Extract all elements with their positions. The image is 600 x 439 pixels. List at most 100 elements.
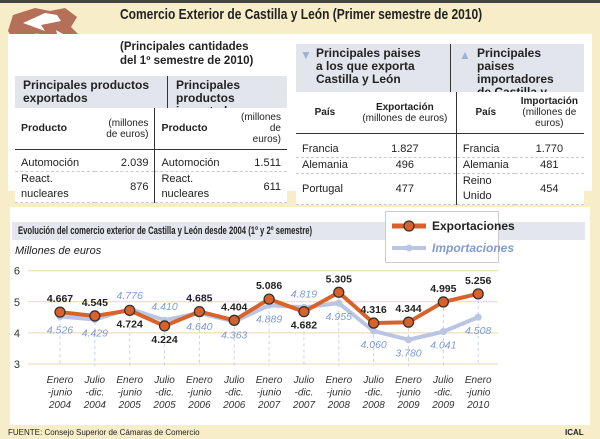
- imports-data-label: 4.640: [186, 321, 212, 333]
- imports-data-label: 4.776: [117, 290, 143, 302]
- imports-data-label: 4.429: [82, 328, 108, 340]
- x-tick-label: Julio: [293, 375, 315, 386]
- exports-point: [437, 296, 450, 308]
- x-tick-label: Enero: [116, 375, 143, 386]
- exports-data-label: 4.995: [430, 283, 456, 295]
- top-rule: [0, 0, 600, 3]
- table-cell: Automoción: [15, 149, 95, 172]
- table-cell: Alemania: [455, 157, 515, 174]
- imports-data-label: 4.060: [361, 339, 387, 351]
- imports-point: [474, 313, 482, 321]
- page-title: Comercio Exterior de Castilla y León (Pr…: [120, 6, 483, 23]
- y-tick-label: 3: [14, 359, 20, 371]
- table-cell: 477: [353, 173, 457, 205]
- imports-point: [439, 328, 447, 336]
- table-cell: 496: [353, 157, 457, 174]
- x-tick-label: -dic.: [434, 388, 453, 399]
- table-cell: Francia: [296, 133, 354, 158]
- x-tick-label: Enero: [186, 375, 213, 386]
- x-tick-label: -junio: [466, 388, 491, 399]
- x-tick-label: 2007: [292, 400, 316, 411]
- x-tick-label: Julio: [362, 375, 384, 386]
- table-cell: Francia: [455, 133, 515, 158]
- table-cell: 876: [94, 171, 155, 203]
- exports-data-label: 4.316: [361, 304, 387, 316]
- x-tick-label: 2006: [222, 400, 246, 411]
- table-cell: Automoción: [154, 149, 235, 172]
- x-tick-label: Julio: [223, 375, 245, 386]
- x-tick-label: Enero: [395, 375, 422, 386]
- products-data: Producto (millones de euros) Producto (mill…: [15, 108, 287, 203]
- y-tick-label: 5: [14, 297, 20, 309]
- table-cell: Reino Unido: [455, 173, 515, 205]
- x-tick-label: 2008: [362, 400, 386, 411]
- x-tick-label: -dic.: [294, 388, 313, 399]
- imports-data-label: 4.508: [465, 325, 491, 337]
- legend-exports-marker: [403, 220, 415, 232]
- exports-point: [124, 304, 136, 317]
- chart-title: Evolución del comercio exterior de Casti…: [18, 225, 313, 237]
- x-tick-label: -junio: [187, 388, 212, 399]
- x-tick-label: 2009: [396, 400, 420, 411]
- countries-data: País Exportación (millones de euros) País I…: [296, 92, 584, 205]
- column-header: (millones de euros): [94, 108, 155, 150]
- column-header: País: [296, 92, 354, 134]
- subtitle-line: del 1º semestre de 2010): [120, 55, 254, 67]
- table-cell: 481: [514, 157, 584, 174]
- column-header: Producto: [15, 108, 95, 150]
- imports-point: [335, 299, 343, 307]
- exports-point: [89, 310, 101, 322]
- imports-point: [405, 336, 412, 344]
- x-tick-label: 2004: [48, 400, 72, 411]
- exports-point: [367, 317, 380, 329]
- source-note: FUENTE: Consejo Superior de Cámaras de C…: [8, 428, 200, 437]
- imports-data-label: 4.526: [47, 325, 73, 337]
- legend: Exportaciones Importaciones: [385, 211, 515, 263]
- exports-point: [298, 306, 310, 318]
- credit: ICAL: [565, 428, 584, 437]
- x-tick-label: 2005: [152, 400, 176, 411]
- table-cell: React. nucleares: [15, 171, 95, 203]
- x-tick-label: 2009: [431, 400, 455, 411]
- exports-point: [402, 316, 415, 328]
- x-tick-label: 2007: [257, 400, 281, 411]
- x-tick-label: 2008: [327, 400, 351, 411]
- table-cell: Alemania: [296, 157, 354, 174]
- legend-exports-label: Exportaciones: [432, 219, 515, 233]
- x-tick-label: -junio: [327, 388, 352, 399]
- x-tick-label: -junio: [396, 388, 421, 399]
- x-tick-label: Enero: [47, 375, 74, 386]
- x-tick-label: Enero: [465, 375, 492, 386]
- column-header: (millones de euros): [234, 108, 287, 150]
- table-cell: 1.827: [353, 133, 457, 158]
- exports-data-label: 4.404: [221, 301, 247, 313]
- column-header: Exportación (millones de euros): [353, 92, 457, 134]
- table-cell: 611: [234, 171, 287, 203]
- exports-point: [263, 293, 275, 305]
- exports-data-label: 4.724: [117, 318, 143, 330]
- triangle-up-icon: ▲: [459, 48, 471, 62]
- exports-data-label: 4.682: [291, 320, 317, 332]
- x-tick-label: -dic.: [155, 388, 174, 399]
- table-cell: 2.039: [94, 149, 155, 172]
- x-tick-label: Julio: [432, 375, 454, 386]
- imports-data-label: 3.780: [395, 348, 421, 360]
- exports-point: [228, 314, 240, 326]
- triangle-down-icon: ▼: [300, 48, 312, 62]
- exports-data-label: 5.305: [326, 273, 352, 285]
- legend-swatches: [392, 220, 426, 252]
- exports-data-label: 5.256: [465, 275, 491, 287]
- x-tick-label: -junio: [257, 388, 282, 399]
- imports-data-label: 4.955: [326, 311, 352, 323]
- imports-data-label: 4.041: [430, 340, 456, 352]
- x-tick-label: -dic.: [364, 388, 383, 399]
- exports-data-label: 4.224: [151, 334, 177, 346]
- exports-data-label: 4.685: [186, 293, 212, 305]
- x-tick-label: 2005: [118, 400, 142, 411]
- table-cell: React. nucleares: [154, 171, 235, 203]
- table-cell: 454: [514, 173, 584, 205]
- x-tick-label: 2004: [83, 400, 107, 411]
- x-tick-label: Julio: [153, 375, 175, 386]
- x-tick-label: -dic.: [85, 388, 104, 399]
- table-cell: 1.511: [234, 149, 287, 172]
